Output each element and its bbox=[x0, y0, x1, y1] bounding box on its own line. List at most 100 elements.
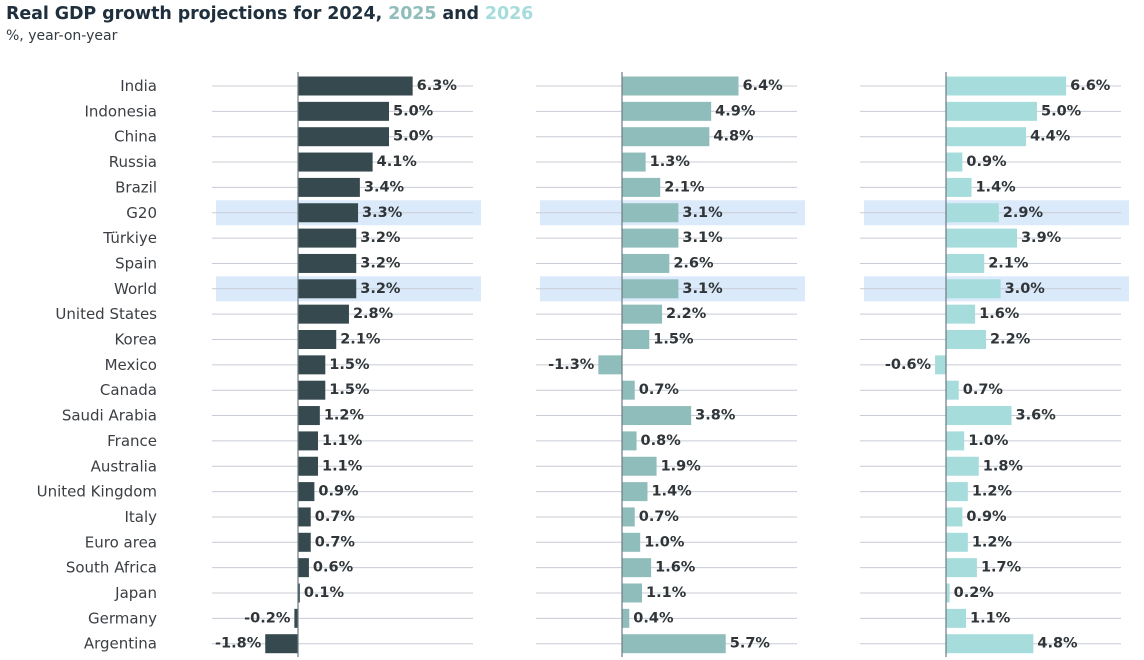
value-label-argentina-2024: -1.8% bbox=[215, 636, 262, 652]
bar-india-2025 bbox=[622, 76, 739, 96]
bar-indonesia-2025 bbox=[622, 101, 712, 121]
bar-germany-2024 bbox=[294, 608, 298, 628]
bar-canada-2024 bbox=[298, 380, 326, 400]
value-label-india-2026: 6.6% bbox=[1070, 78, 1111, 94]
bar-russia-2024 bbox=[298, 152, 373, 172]
value-label-united-kingdom-2026: 1.2% bbox=[972, 484, 1013, 500]
bar-russia-2025 bbox=[622, 152, 646, 172]
bar-euro-area-2024 bbox=[298, 532, 311, 552]
category-label-brazil: Brazil bbox=[115, 178, 157, 196]
title-prefix: Real GDP growth projections for bbox=[6, 4, 328, 24]
bar-france-2025 bbox=[622, 431, 637, 451]
bar-south-africa-2026 bbox=[946, 558, 977, 578]
value-label-canada-2026: 0.7% bbox=[963, 382, 1004, 398]
bar-indonesia-2026 bbox=[946, 101, 1037, 121]
category-label-france: France bbox=[107, 432, 157, 450]
value-label-south-africa-2024: 0.6% bbox=[313, 560, 354, 576]
category-label-australia: Australia bbox=[91, 457, 157, 475]
category-label-germany: Germany bbox=[88, 609, 157, 627]
category-label-euro-area: Euro area bbox=[85, 533, 157, 551]
value-label-saudi-arabia-2025: 3.8% bbox=[695, 408, 736, 424]
value-label-india-2024: 6.3% bbox=[417, 78, 458, 94]
category-label-united-states: United States bbox=[55, 305, 157, 323]
category-label-indonesia: Indonesia bbox=[84, 102, 157, 120]
value-label-turkiye-2024: 3.2% bbox=[360, 230, 401, 246]
value-label-united-kingdom-2024: 0.9% bbox=[318, 484, 359, 500]
bar-france-2024 bbox=[298, 431, 319, 451]
bar-china-2024 bbox=[298, 127, 389, 147]
bar-g20-2026 bbox=[946, 203, 999, 223]
category-label-china: China bbox=[114, 128, 157, 146]
bar-germany-2025 bbox=[622, 608, 630, 628]
chart-subtitle: %, year-on-year bbox=[6, 28, 118, 44]
bar-spain-2026 bbox=[946, 253, 985, 273]
title-separator-2: and bbox=[436, 4, 485, 24]
bar-world-2026 bbox=[946, 279, 1001, 299]
category-label-spain: Spain bbox=[115, 254, 157, 272]
value-label-indonesia-2026: 5.0% bbox=[1041, 103, 1082, 119]
value-label-france-2024: 1.1% bbox=[322, 433, 363, 449]
bar-spain-2024 bbox=[298, 253, 357, 273]
bar-korea-2024 bbox=[298, 330, 337, 349]
category-label-saudi-arabia: Saudi Arabia bbox=[62, 407, 157, 425]
bar-australia-2025 bbox=[622, 456, 657, 476]
value-label-indonesia-2025: 4.9% bbox=[715, 103, 756, 119]
category-label-turkiye: Türkiye bbox=[102, 229, 157, 247]
value-label-france-2026: 1.0% bbox=[968, 433, 1009, 449]
bar-italy-2026 bbox=[946, 507, 963, 527]
bar-turkiye-2024 bbox=[298, 228, 357, 248]
category-label-argentina: Argentina bbox=[84, 635, 157, 653]
category-label-russia: Russia bbox=[109, 153, 157, 171]
bar-euro-area-2026 bbox=[946, 532, 968, 552]
value-label-mexico-2025: -1.3% bbox=[548, 357, 595, 373]
bar-g20-2025 bbox=[622, 203, 679, 223]
bar-argentina-2026 bbox=[946, 634, 1034, 654]
bar-world-2024 bbox=[298, 279, 357, 299]
value-label-france-2025: 0.8% bbox=[641, 433, 682, 449]
bar-world-2025 bbox=[622, 279, 679, 299]
value-label-germany-2026: 1.1% bbox=[970, 610, 1011, 626]
bar-spain-2025 bbox=[622, 253, 670, 273]
value-label-united-states-2026: 1.6% bbox=[979, 306, 1020, 322]
value-label-china-2024: 5.0% bbox=[393, 129, 434, 145]
value-label-spain-2025: 2.6% bbox=[673, 255, 714, 271]
value-label-germany-2025: 0.4% bbox=[633, 610, 674, 626]
bar-south-africa-2024 bbox=[298, 558, 309, 578]
category-label-india: India bbox=[120, 77, 157, 95]
bar-brazil-2026 bbox=[946, 177, 972, 197]
value-label-australia-2024: 1.1% bbox=[322, 458, 363, 474]
bar-south-africa-2025 bbox=[622, 558, 652, 578]
category-label-canada: Canada bbox=[100, 381, 157, 399]
value-label-brazil-2026: 1.4% bbox=[975, 179, 1016, 195]
bar-united-kingdom-2024 bbox=[298, 482, 315, 502]
bar-united-kingdom-2025 bbox=[622, 482, 648, 502]
bar-italy-2024 bbox=[298, 507, 311, 527]
bar-japan-2024 bbox=[298, 583, 300, 603]
bar-canada-2026 bbox=[946, 380, 959, 400]
bar-turkiye-2026 bbox=[946, 228, 1017, 248]
bar-argentina-2024 bbox=[265, 634, 298, 654]
category-label-japan: Japan bbox=[114, 584, 157, 602]
value-label-india-2025: 6.4% bbox=[742, 78, 783, 94]
value-label-argentina-2026: 4.8% bbox=[1037, 636, 1078, 652]
value-label-canada-2024: 1.5% bbox=[329, 382, 370, 398]
value-label-australia-2026: 1.8% bbox=[983, 458, 1024, 474]
value-label-russia-2025: 1.3% bbox=[650, 154, 691, 170]
bar-mexico-2026 bbox=[935, 355, 946, 375]
value-label-australia-2025: 1.9% bbox=[661, 458, 702, 474]
value-label-germany-2024: -0.2% bbox=[244, 610, 291, 626]
value-label-spain-2024: 3.2% bbox=[360, 255, 401, 271]
title-separator-1: , bbox=[375, 4, 389, 24]
value-label-brazil-2024: 3.4% bbox=[364, 179, 405, 195]
category-label-south-africa: South Africa bbox=[66, 559, 157, 577]
value-label-italy-2025: 0.7% bbox=[639, 509, 680, 525]
value-label-mexico-2026: -0.6% bbox=[885, 357, 932, 373]
bar-united-states-2025 bbox=[622, 304, 663, 324]
bar-korea-2025 bbox=[622, 330, 650, 349]
value-label-g20-2025: 3.1% bbox=[682, 205, 723, 221]
bar-united-kingdom-2026 bbox=[946, 482, 968, 502]
bar-australia-2024 bbox=[298, 456, 319, 476]
value-label-south-africa-2025: 1.6% bbox=[655, 560, 696, 576]
bar-japan-2025 bbox=[622, 583, 643, 603]
